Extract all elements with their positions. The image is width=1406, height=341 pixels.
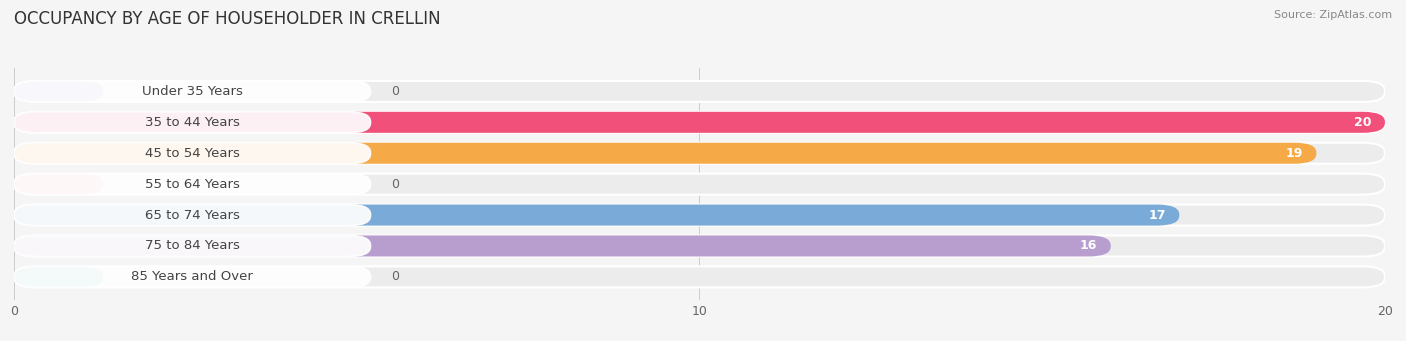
FancyBboxPatch shape <box>14 236 1111 256</box>
FancyBboxPatch shape <box>14 236 371 256</box>
FancyBboxPatch shape <box>14 174 1385 195</box>
FancyBboxPatch shape <box>14 143 371 164</box>
Text: 17: 17 <box>1149 209 1166 222</box>
FancyBboxPatch shape <box>14 112 1385 133</box>
FancyBboxPatch shape <box>14 205 1385 225</box>
Text: OCCUPANCY BY AGE OF HOUSEHOLDER IN CRELLIN: OCCUPANCY BY AGE OF HOUSEHOLDER IN CRELL… <box>14 10 440 28</box>
Text: 0: 0 <box>391 178 399 191</box>
FancyBboxPatch shape <box>14 112 371 133</box>
Text: 65 to 74 Years: 65 to 74 Years <box>145 209 239 222</box>
FancyBboxPatch shape <box>14 81 103 102</box>
Text: 35 to 44 Years: 35 to 44 Years <box>145 116 239 129</box>
FancyBboxPatch shape <box>14 266 371 287</box>
FancyBboxPatch shape <box>14 81 1385 102</box>
FancyBboxPatch shape <box>14 143 1316 164</box>
Text: Source: ZipAtlas.com: Source: ZipAtlas.com <box>1274 10 1392 20</box>
Text: 19: 19 <box>1285 147 1303 160</box>
FancyBboxPatch shape <box>14 236 1385 256</box>
FancyBboxPatch shape <box>14 205 1180 225</box>
Text: 85 Years and Over: 85 Years and Over <box>131 270 253 283</box>
Text: 0: 0 <box>391 85 399 98</box>
FancyBboxPatch shape <box>14 205 371 225</box>
Text: 45 to 54 Years: 45 to 54 Years <box>145 147 239 160</box>
FancyBboxPatch shape <box>14 174 103 195</box>
Text: 55 to 64 Years: 55 to 64 Years <box>145 178 239 191</box>
FancyBboxPatch shape <box>14 112 1385 133</box>
Text: 20: 20 <box>1354 116 1371 129</box>
FancyBboxPatch shape <box>14 266 103 287</box>
FancyBboxPatch shape <box>14 266 1385 287</box>
Text: 0: 0 <box>391 270 399 283</box>
FancyBboxPatch shape <box>14 81 371 102</box>
FancyBboxPatch shape <box>14 174 371 195</box>
Text: Under 35 Years: Under 35 Years <box>142 85 243 98</box>
Text: 75 to 84 Years: 75 to 84 Years <box>145 239 239 252</box>
Text: 16: 16 <box>1080 239 1097 252</box>
FancyBboxPatch shape <box>14 143 1385 164</box>
